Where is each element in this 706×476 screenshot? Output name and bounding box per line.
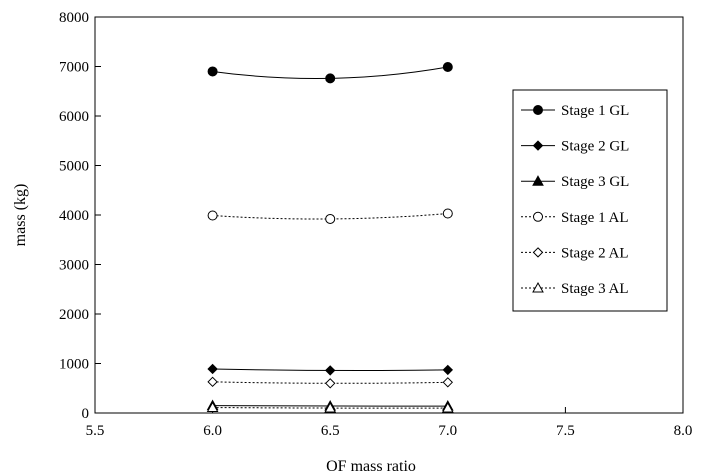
legend-label: Stage 1 GL (561, 103, 629, 119)
x-tick-label: 7.0 (438, 423, 457, 439)
series-stage-3-al (206, 401, 454, 413)
data-point (207, 210, 218, 221)
data-point (206, 401, 219, 413)
legend-item: Stage 3 GL (521, 174, 629, 190)
x-tick-label: 7.5 (556, 423, 575, 439)
legend: Stage 1 GL Stage 2 GL Stage 3 GL Stage 1 AL… (512, 89, 668, 312)
y-axis-title: mass (kg) (12, 184, 29, 247)
data-point (441, 402, 454, 413)
y-tick-label: 2000 (59, 307, 89, 323)
data-point (442, 208, 453, 219)
y-tick-label: 8000 (59, 10, 89, 26)
legend-item: Stage 2 GL (521, 139, 629, 155)
series-stage-1-gl (207, 61, 453, 84)
data-point (442, 377, 454, 388)
y-tick-label: 1000 (59, 357, 89, 373)
legend-marker (532, 175, 544, 186)
data-point (207, 66, 218, 77)
series-layer (206, 61, 454, 413)
data-point (324, 365, 336, 376)
data-point (325, 73, 336, 84)
legend-marker (532, 140, 544, 151)
data-point (442, 364, 454, 376)
legend-box (512, 89, 668, 312)
x-axis-title: OF mass ratio (326, 458, 416, 475)
series-stage-2-al (207, 376, 454, 389)
y-tick-label: 0 (82, 406, 90, 422)
data-point (324, 402, 337, 413)
legend-label: Stage 3 GL (561, 174, 629, 190)
axes: 0 1000 2000 3000 4000 5000 6000 7000 8000 5.5 6.0 6… (59, 10, 692, 439)
legend-marker (532, 247, 544, 258)
y-tick-label: 3000 (59, 258, 89, 274)
legend-item: Stage 1 AL (521, 210, 629, 226)
x-tick-label: 6.5 (321, 423, 340, 439)
data-point (324, 378, 336, 389)
legend-item: Stage 2 AL (521, 245, 629, 261)
legend-marker (532, 281, 544, 293)
x-tick-label: 5.5 (86, 423, 105, 439)
legend-label: Stage 2 GL (561, 139, 629, 155)
data-point (325, 213, 336, 224)
data-point (207, 376, 218, 388)
series-stage-2-gl (207, 363, 454, 376)
legend-marker (533, 105, 543, 115)
data-point (442, 61, 453, 72)
legend-label: Stage 1 AL (561, 210, 629, 226)
x-tick-label: 6.0 (203, 423, 222, 439)
legend-marker (533, 211, 543, 222)
legend-item: Stage 3 AL (521, 281, 629, 297)
legend-label: Stage 3 AL (561, 281, 629, 297)
y-tick-label: 6000 (59, 109, 89, 125)
data-point (207, 363, 218, 375)
y-tick-label: 5000 (59, 159, 89, 175)
y-tick-label: 4000 (59, 208, 89, 224)
series-stage-1-al (207, 208, 453, 224)
x-tick-label: 8.0 (674, 423, 693, 439)
legend-item: Stage 1 GL (521, 103, 629, 119)
y-tick-label: 7000 (59, 60, 89, 76)
legend-label: Stage 2 AL (561, 245, 629, 261)
